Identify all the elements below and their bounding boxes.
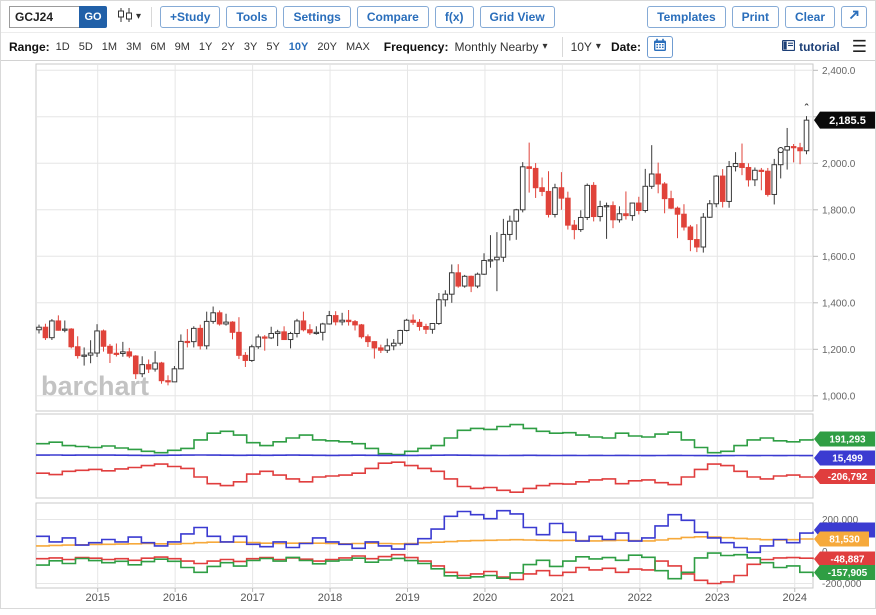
toolbar-button-fx[interactable]: f(x) (435, 6, 474, 28)
frequency-select[interactable]: Monthly Nearby (454, 40, 538, 54)
svg-text:2,185.5: 2,185.5 (829, 115, 866, 127)
toolbar-button-tools[interactable]: Tools (226, 6, 277, 28)
divider (562, 37, 563, 57)
chevron-down-icon: ▾ (596, 42, 601, 52)
svg-text:-206,792: -206,792 (828, 472, 868, 483)
svg-text:-157,905: -157,905 (828, 568, 868, 579)
date-picker-button[interactable] (647, 36, 673, 58)
range-label: Range: (9, 40, 50, 54)
svg-text:1,800.0: 1,800.0 (822, 205, 856, 216)
toolbar-button-gridview[interactable]: Grid View (480, 6, 555, 28)
chart-controls: Range: 1D 5D 1M 3M 6M 9M 1Y 2Y 3Y 5Y 10Y 20Y MAX Fre… (1, 33, 875, 61)
toolbar-button-templates[interactable]: Templates (647, 6, 725, 28)
svg-text:2,000.0: 2,000.0 (822, 159, 856, 170)
toolbar: GO ▾ +Study Tools Settings Compare f(x) Grid … (1, 1, 875, 33)
svg-text:191,293: 191,293 (829, 435, 866, 446)
divider (151, 7, 152, 27)
toolbar-button-print[interactable]: Print (732, 6, 779, 28)
svg-text:81,530: 81,530 (829, 535, 860, 546)
range-item-5y[interactable]: 5Y (266, 41, 279, 53)
barchart-watermark: barchart (41, 371, 149, 401)
range-item-6m[interactable]: 6M (150, 41, 165, 53)
range-item-9m[interactable]: 9M (175, 41, 190, 53)
study-buttons-group: +Study Tools Settings Compare f(x) Grid View (160, 6, 561, 28)
symbol-group: GO (9, 6, 107, 28)
svg-text:1,400.0: 1,400.0 (822, 298, 856, 309)
svg-text:2024: 2024 (783, 592, 807, 604)
expand-chart-button[interactable] (841, 6, 867, 28)
range-item-max[interactable]: MAX (346, 41, 370, 53)
chevron-down-icon: ▾ (543, 42, 548, 52)
svg-text:1,600.0: 1,600.0 (822, 252, 856, 263)
svg-text:15,499: 15,499 (832, 454, 863, 465)
svg-text:2016: 2016 (163, 592, 187, 604)
blue-line (36, 455, 813, 456)
svg-text:2019: 2019 (395, 592, 419, 604)
toolbar-button-study[interactable]: +Study (160, 6, 220, 28)
svg-text:2018: 2018 (318, 592, 342, 604)
range-item-3m[interactable]: 3M (126, 41, 141, 53)
svg-text:2023: 2023 (705, 592, 729, 604)
range-item-3y[interactable]: 3Y (244, 41, 257, 53)
tutorial-link[interactable]: tutorial (782, 38, 840, 56)
go-button[interactable]: GO (79, 6, 107, 28)
svg-text:-48,887: -48,887 (831, 555, 865, 566)
candlestick-icon (117, 7, 134, 26)
svg-text:2015: 2015 (85, 592, 109, 604)
range-item-10y[interactable]: 10Y (289, 41, 309, 53)
range-list: 1D 5D 1M 3M 6M 9M 1Y 2Y 3Y 5Y 10Y 20Y MAX (56, 41, 370, 53)
svg-text:ˆ: ˆ (805, 103, 809, 115)
chart-type-selector[interactable]: ▾ (115, 5, 143, 28)
date-label: Date: (611, 40, 641, 54)
range-item-2y[interactable]: 2Y (221, 41, 234, 53)
range-item-1m[interactable]: 1M (102, 41, 117, 53)
svg-text:2017: 2017 (240, 592, 264, 604)
svg-text:2,400.0: 2,400.0 (822, 66, 856, 77)
right-buttons-group: Templates Print Clear (647, 6, 841, 28)
video-tutorial-icon (782, 38, 795, 56)
period-select[interactable]: 10Y (571, 40, 592, 54)
price-chart-svg[interactable]: 2015 2016 2017 2018 2019 2020 2021 2022 2023 2024… (1, 61, 876, 610)
range-item-1y[interactable]: 1Y (199, 41, 212, 53)
frequency-label: Frequency: (384, 40, 449, 54)
range-item-1d[interactable]: 1D (56, 41, 70, 53)
arrow-up-right-icon (848, 9, 860, 24)
svg-text:1,000.0: 1,000.0 (822, 391, 856, 402)
range-item-20y[interactable]: 20Y (317, 41, 337, 53)
svg-text:-200,000: -200,000 (822, 579, 862, 590)
tutorial-label: tutorial (799, 40, 840, 54)
toolbar-button-settings[interactable]: Settings (283, 6, 350, 28)
range-item-5d[interactable]: 5D (79, 41, 93, 53)
toolbar-button-compare[interactable]: Compare (357, 6, 429, 28)
svg-text:2021: 2021 (550, 592, 574, 604)
chart-region: 2015 2016 2017 2018 2019 2020 2021 2022 2023 2024… (1, 61, 875, 608)
symbol-input[interactable] (9, 6, 79, 28)
svg-text:2022: 2022 (628, 592, 652, 604)
barchart-interactive-chart: GO ▾ +Study Tools Settings Compare f(x) Grid … (0, 0, 876, 609)
toolbar-button-clear[interactable]: Clear (785, 6, 835, 28)
svg-text:2020: 2020 (473, 592, 497, 604)
hamburger-menu-icon[interactable]: ☰ (852, 38, 867, 55)
chevron-down-icon: ▾ (136, 12, 141, 22)
calendar-icon (653, 38, 667, 55)
svg-text:1,200.0: 1,200.0 (822, 345, 856, 356)
